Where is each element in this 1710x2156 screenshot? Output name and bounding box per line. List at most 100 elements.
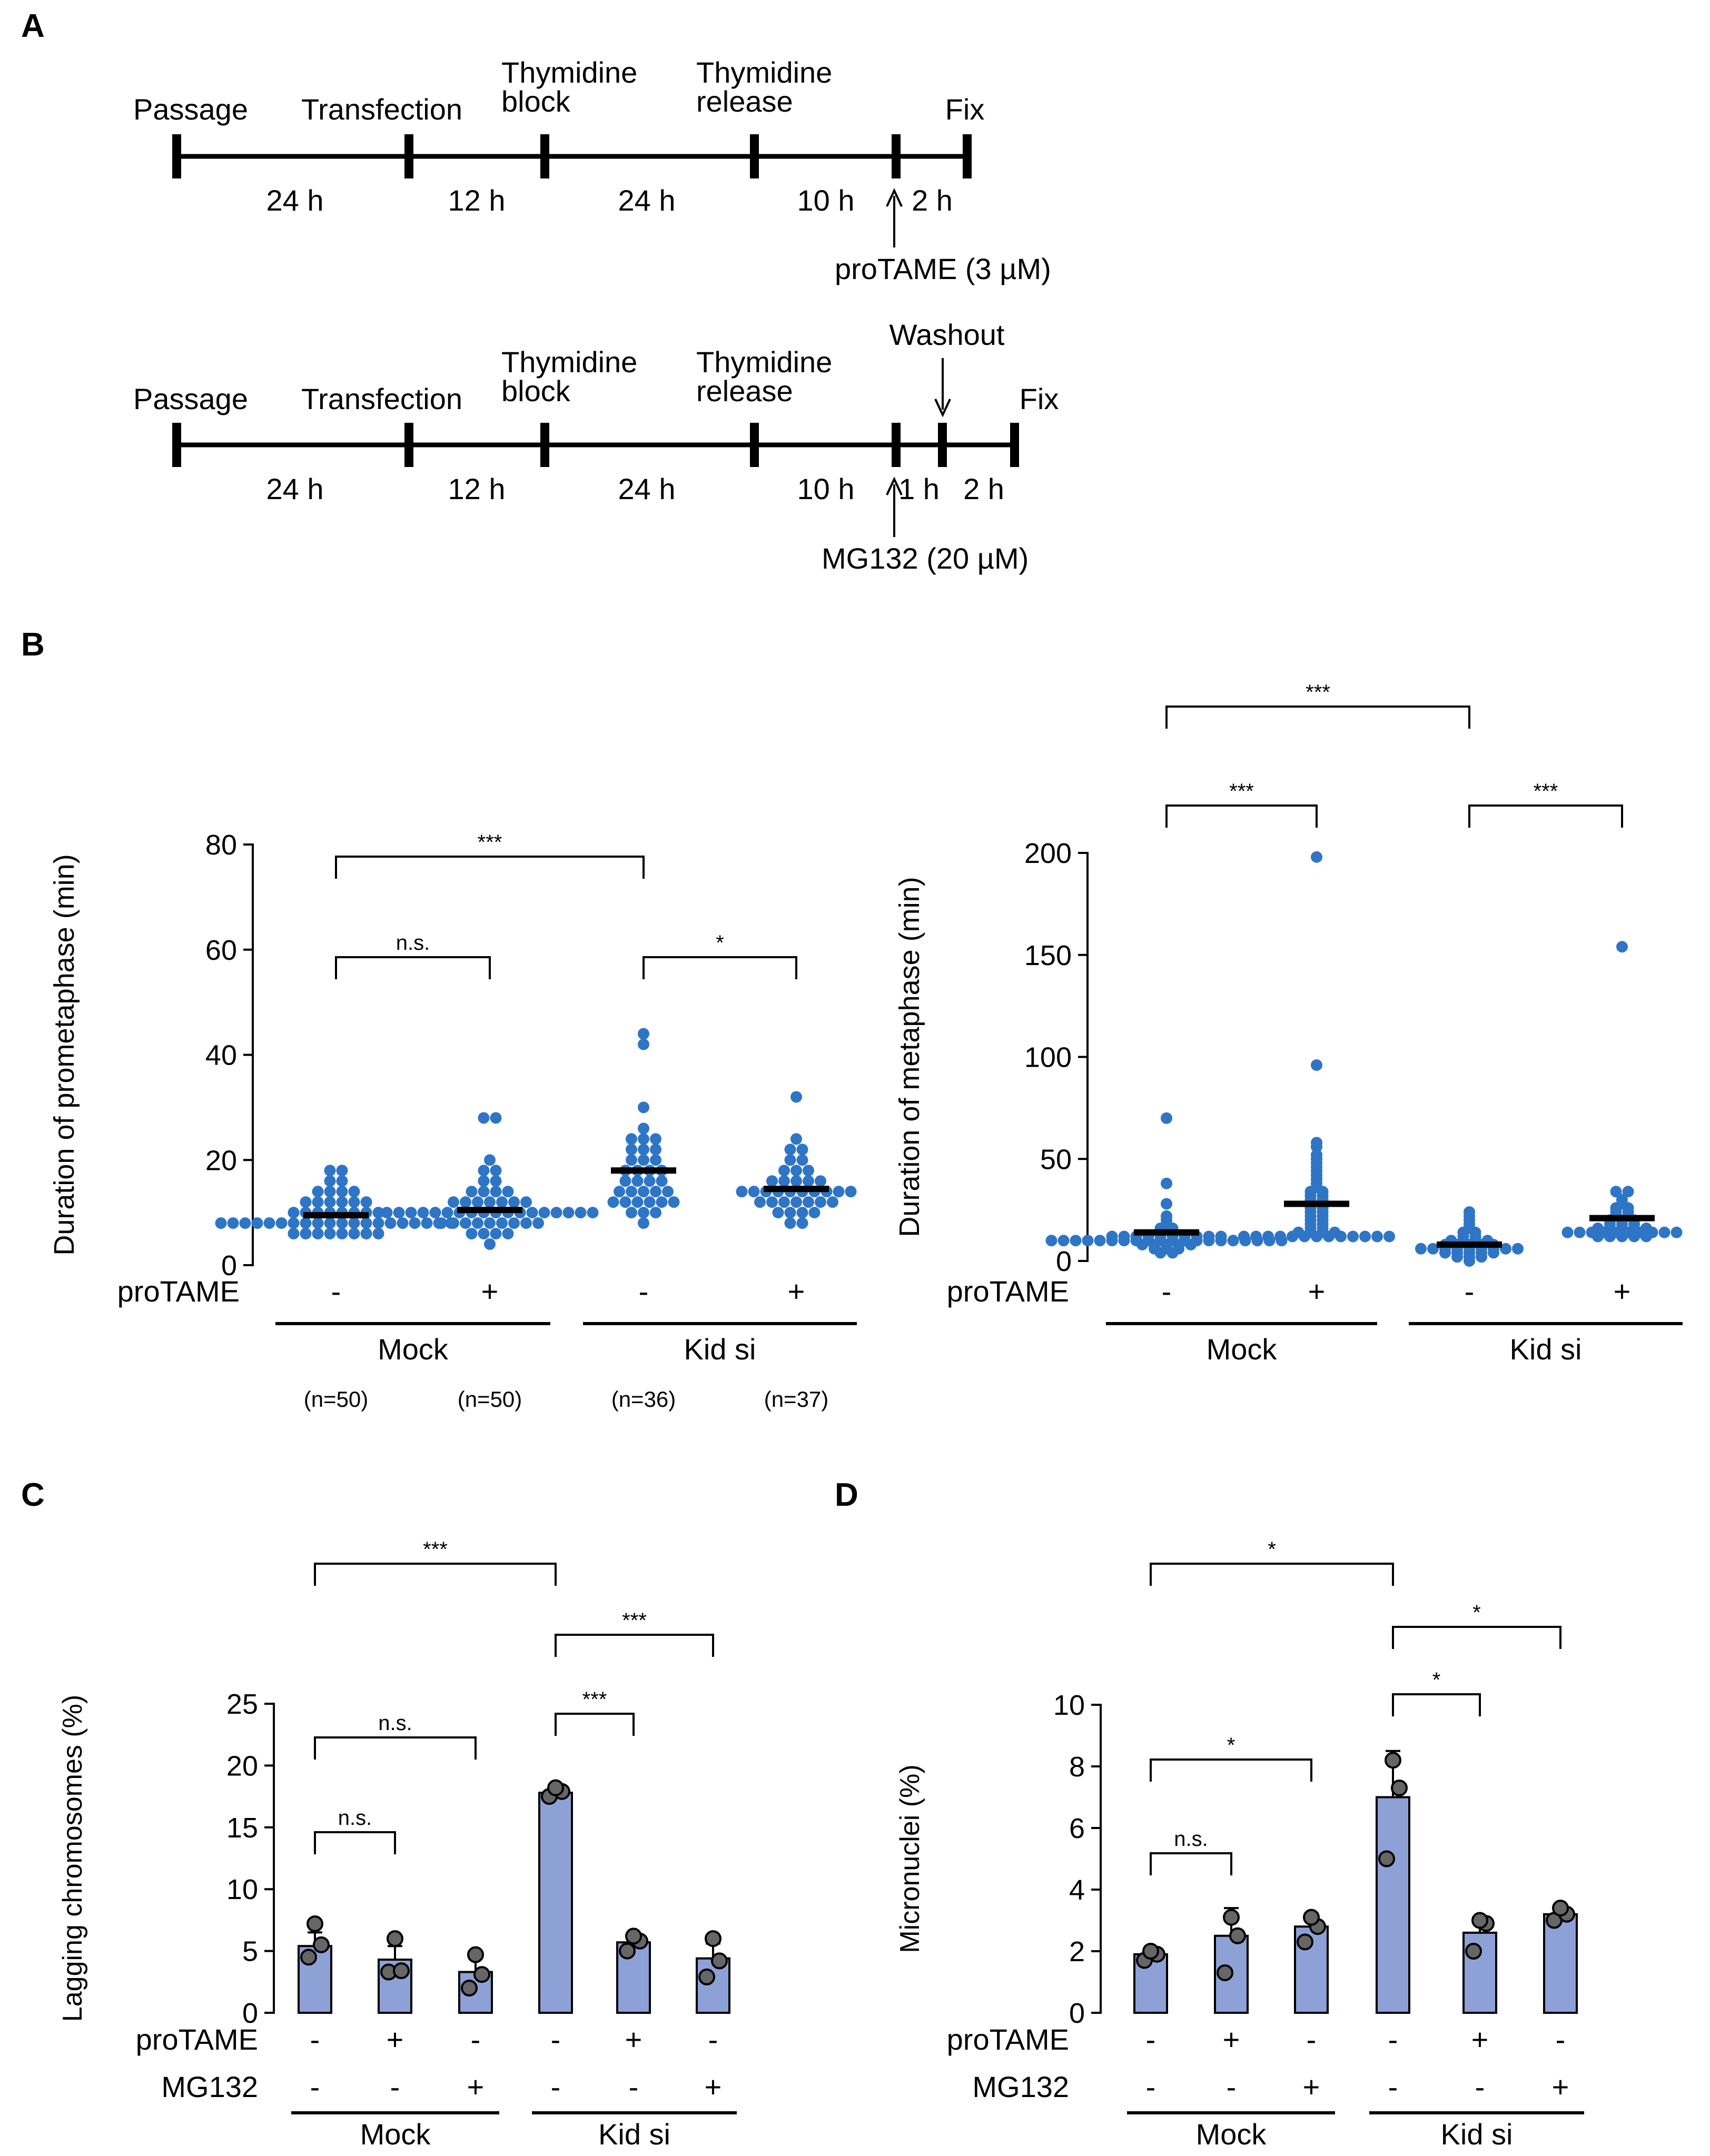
- data-point: [215, 1217, 227, 1229]
- y-axis-label: Lagging chromosomes (%): [57, 1695, 88, 2022]
- data-point: [638, 1217, 649, 1229]
- y-tick-label: 0: [221, 1250, 237, 1281]
- data-point: [1592, 1223, 1604, 1234]
- condition-label: -: [471, 2023, 481, 2056]
- condition-label: +: [788, 1275, 805, 1308]
- data-point: [638, 1186, 649, 1198]
- data-point: [638, 1207, 649, 1219]
- condition-label: +: [467, 2070, 485, 2103]
- data-point: [808, 1207, 821, 1219]
- data-point: [1616, 1194, 1628, 1206]
- condition-label: -: [551, 2023, 561, 2056]
- condition-label: -: [331, 1275, 341, 1308]
- timeline-2-fix: Fix: [1020, 382, 1059, 415]
- data-point: [1262, 1230, 1274, 1243]
- significance-label: ***: [1306, 681, 1330, 704]
- significance-bracket: [555, 1713, 635, 1736]
- group-label: Mock: [1207, 1333, 1278, 1366]
- timeline-1: Passage Transfection Thymidine block Thy…: [133, 56, 1051, 285]
- data-point: [336, 1165, 348, 1177]
- condition-label: -: [1475, 2070, 1485, 2103]
- group-label: Kid si: [598, 2118, 670, 2151]
- significance-label: ***: [1229, 780, 1254, 803]
- data-point: [478, 1112, 490, 1124]
- panel-letter-c: C: [21, 1477, 45, 1513]
- y-tick-label: 10: [226, 1874, 258, 1905]
- significance-label: n.s.: [396, 931, 430, 955]
- mean-bar: [1437, 1241, 1502, 1248]
- data-point: [300, 1217, 312, 1229]
- significance-label: n.s.: [1174, 1827, 1208, 1851]
- data-point: [815, 1196, 826, 1208]
- data-point: [766, 1175, 778, 1187]
- data-point: [478, 1228, 490, 1240]
- significance-label: n.s.: [338, 1806, 372, 1830]
- data-point: [436, 1217, 447, 1229]
- timeline-2-tick: [1010, 423, 1019, 467]
- data-point: [336, 1217, 348, 1229]
- timeline-1-tick: [540, 134, 549, 178]
- data-point: [815, 1175, 826, 1187]
- data-point: [336, 1186, 348, 1198]
- data-point: [336, 1228, 348, 1240]
- chart-prometaphase: 0 20 40 60 80 Duration of prometaphase (min) *…: [48, 829, 857, 1412]
- data-point: [845, 1186, 857, 1198]
- data-point: [360, 1228, 372, 1240]
- data-point: [1161, 1210, 1172, 1222]
- data-point: [784, 1207, 796, 1219]
- data-point: [1045, 1235, 1057, 1247]
- significance-label: ***: [622, 1609, 647, 1632]
- data-point: [638, 1154, 649, 1166]
- replicate-point: [698, 1968, 715, 1985]
- data-point: [1610, 1186, 1622, 1198]
- data-point: [748, 1186, 760, 1198]
- condition-label: -: [1388, 2070, 1398, 2103]
- timeline-1-drug: proTAME (3 µM): [835, 252, 1051, 285]
- significance-bracket: [1150, 1758, 1312, 1782]
- replicate-point: [387, 1930, 403, 1948]
- data-point: [1415, 1243, 1427, 1255]
- chart-lagging-chromosomes: 0 5 10 15 20 25 Lagging chromosomes (%) *** *** *…: [57, 1538, 737, 2151]
- data-point: [638, 1144, 649, 1156]
- data-point: [550, 1207, 562, 1219]
- data-point: [478, 1165, 490, 1177]
- data-point: [312, 1186, 324, 1198]
- condition-label: -: [1465, 1275, 1475, 1308]
- data-point: [575, 1207, 587, 1219]
- replicate-point: [1391, 1779, 1408, 1796]
- data-point: [803, 1175, 814, 1187]
- condition-label: -: [1388, 2023, 1398, 2056]
- timeline-1-duration: 10 h: [797, 184, 855, 217]
- data-point: [263, 1217, 275, 1229]
- timeline-1-thy-block-line2: block: [501, 85, 571, 118]
- condition-label: -: [708, 2023, 718, 2056]
- significance-label: ***: [1534, 780, 1558, 803]
- timeline-2-tick: [540, 423, 549, 467]
- timeline-1-duration: 12 h: [448, 184, 506, 217]
- data-point: [1227, 1235, 1239, 1247]
- data-point: [1347, 1230, 1359, 1243]
- timeline-1-tick: [404, 134, 413, 178]
- data-point: [384, 1217, 397, 1229]
- data-point: [638, 1028, 649, 1040]
- n-label: (n=37): [764, 1387, 829, 1412]
- timeline-2-tick: [404, 423, 413, 467]
- panel-letter-b: B: [21, 627, 45, 663]
- significance-label: *: [716, 931, 724, 955]
- data-point: [1311, 1137, 1322, 1149]
- timeline-2-thy-release-line1: Thymidine: [696, 345, 832, 379]
- significance-label: ***: [478, 831, 502, 854]
- data-point: [626, 1133, 637, 1145]
- mean-bar: [764, 1186, 829, 1193]
- y-tick-label: 20: [226, 1750, 258, 1782]
- data-point: [532, 1217, 544, 1229]
- replicate-point: [1303, 1909, 1320, 1926]
- data-point: [790, 1133, 802, 1145]
- replicate-point: [1217, 1964, 1233, 1981]
- data-point: [626, 1186, 637, 1198]
- data-point: [300, 1196, 312, 1208]
- data-point: [421, 1217, 433, 1229]
- data-point: [1161, 1177, 1172, 1189]
- timeline-2-duration: 12 h: [448, 472, 506, 505]
- panel-letter-d: D: [835, 1477, 858, 1513]
